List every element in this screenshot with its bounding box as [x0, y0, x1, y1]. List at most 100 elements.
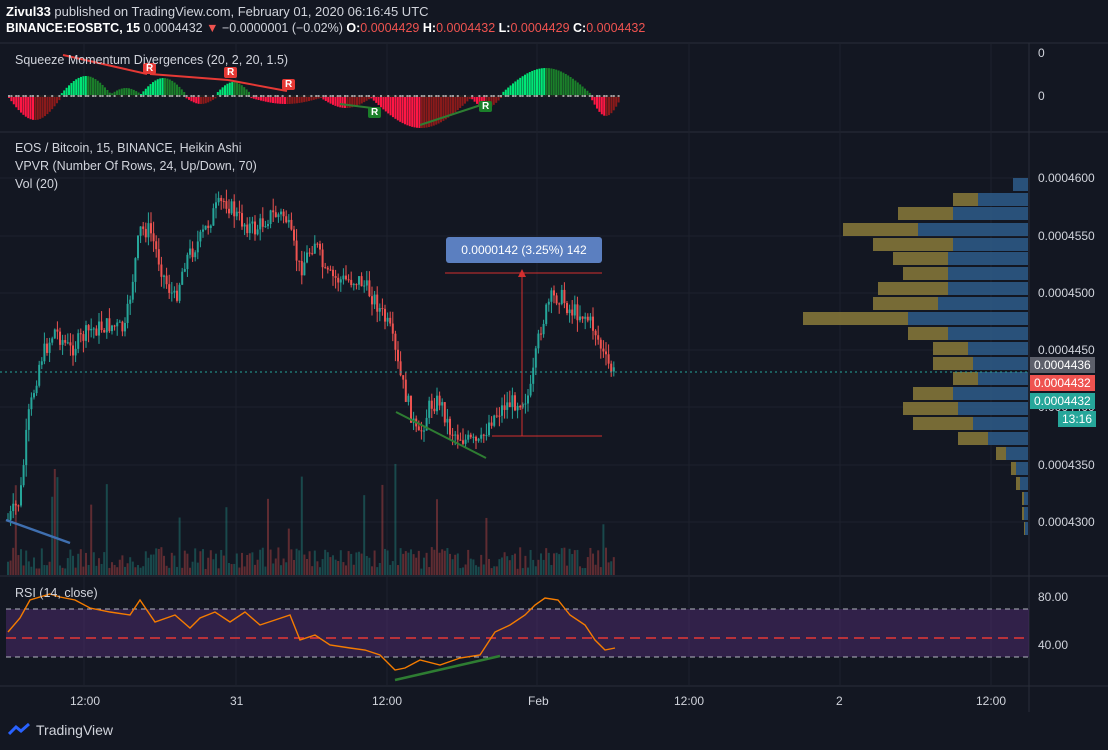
- squeeze-dot: [480, 95, 483, 97]
- volume-bar: [131, 561, 134, 575]
- bearish-marker-icon[interactable]: R: [224, 67, 238, 78]
- time-tick: 12:00: [70, 694, 101, 708]
- squeeze-bar: [524, 74, 526, 96]
- volume-bar: [610, 561, 613, 575]
- candle-body: [459, 439, 462, 441]
- candle-body: [420, 430, 423, 432]
- squeeze-dot: [500, 95, 502, 97]
- squeeze-dot: [281, 95, 284, 97]
- volume-bar: [173, 555, 176, 575]
- squeeze-bar: [84, 76, 87, 96]
- squeeze-dot: [274, 95, 277, 97]
- vpvr-row-up: [953, 387, 1028, 400]
- squeeze-bar: [190, 96, 193, 102]
- bearish-marker-icon[interactable]: R: [143, 63, 157, 74]
- measure-tool[interactable]: [445, 237, 602, 437]
- squeeze-bar: [125, 88, 128, 96]
- main-title[interactable]: EOS / Bitcoin, 15, BINANCE, Heikin Ashi: [15, 141, 242, 155]
- squeeze-bar: [358, 96, 361, 105]
- squeeze-dot: [144, 95, 147, 97]
- squeeze-dot: [262, 95, 265, 97]
- candle-body: [485, 435, 488, 437]
- candle-body: [586, 316, 589, 321]
- volume-bar: [220, 550, 223, 575]
- candle-body: [272, 210, 275, 213]
- bullish-marker-icon[interactable]: R: [479, 101, 493, 112]
- squeeze-dot: [94, 95, 97, 97]
- volume-bar: [248, 553, 251, 575]
- candle-body: [53, 329, 56, 339]
- symbol-label[interactable]: BINANCE:EOSBTC, 15: [6, 21, 141, 35]
- candle-body: [118, 321, 121, 323]
- candle-body: [446, 418, 449, 423]
- candle-body: [215, 202, 217, 209]
- volume-bar: [337, 561, 340, 575]
- squeeze-dot: [389, 95, 392, 97]
- volume-bar: [280, 565, 282, 575]
- squeeze-dot: [418, 95, 421, 97]
- squeeze-bar: [428, 96, 430, 128]
- candle-body: [579, 316, 581, 321]
- candle-body: [594, 330, 597, 336]
- volume-bar: [324, 549, 327, 575]
- vpvr-legend[interactable]: VPVR (Number Of Rows, 24, Up/Down, 70): [15, 159, 257, 173]
- squeeze-dot: [370, 95, 373, 97]
- candle-body: [532, 367, 535, 384]
- candle-body: [17, 505, 20, 507]
- candle-body: [35, 385, 38, 394]
- vpvr-row-up: [1013, 178, 1028, 191]
- rsi-title[interactable]: RSI (14, close): [15, 586, 98, 600]
- candle-body: [516, 405, 519, 411]
- trend-line[interactable]: [5, 518, 71, 545]
- candle-body: [142, 226, 145, 229]
- squeeze-dot: [569, 95, 572, 97]
- squeeze-bar: [228, 82, 231, 96]
- squeeze-dot: [471, 95, 474, 97]
- volume-bar: [485, 517, 488, 575]
- squeeze-bar: [255, 96, 258, 100]
- squeeze-bar: [339, 96, 342, 108]
- brand-footer[interactable]: TradingView: [8, 722, 113, 738]
- squeeze-dot: [75, 95, 78, 97]
- candle-body: [51, 338, 54, 343]
- squeeze-title[interactable]: Squeeze Momentum Divergences (20, 2, 20,…: [15, 53, 289, 67]
- squeeze-dot: [492, 95, 495, 97]
- squeeze-axis-top: 0: [1038, 46, 1045, 60]
- price-tick: 0.0004350: [1038, 458, 1095, 472]
- volume-bar: [446, 548, 449, 575]
- volume-bar: [391, 561, 394, 575]
- volume-bar: [287, 528, 290, 575]
- candle-body: [85, 325, 87, 341]
- author-name[interactable]: Zivul33: [6, 4, 51, 19]
- volume-bar: [423, 557, 425, 575]
- bearish-marker-icon[interactable]: R: [282, 79, 296, 90]
- squeeze-bar: [185, 96, 188, 99]
- squeeze-dot: [10, 95, 13, 97]
- volume-bar: [584, 568, 587, 575]
- volume-bar: [553, 553, 555, 575]
- candle-body: [69, 342, 72, 346]
- candle-body: [72, 345, 74, 356]
- squeeze-dot: [612, 95, 615, 97]
- squeeze-dot: [36, 95, 39, 97]
- rsi-divergence-line[interactable]: [394, 654, 501, 682]
- candle-body: [384, 308, 386, 322]
- candle-body: [105, 318, 108, 333]
- price-tick: 0.0004550: [1038, 229, 1095, 243]
- squeeze-dot: [408, 95, 411, 97]
- squeeze-bar: [603, 96, 606, 116]
- volume-bar: [85, 552, 87, 575]
- divergence-line[interactable]: [395, 411, 487, 459]
- bullish-marker-icon[interactable]: R: [368, 107, 382, 118]
- volume-bar: [165, 565, 168, 575]
- squeeze-dot: [80, 95, 82, 97]
- volume-bar: [30, 566, 33, 575]
- volume-bar: [137, 565, 139, 575]
- candle-body: [79, 333, 82, 335]
- volume-legend[interactable]: Vol (20): [15, 177, 59, 191]
- squeeze-dot: [591, 95, 594, 97]
- squeeze-dot: [24, 95, 27, 97]
- squeeze-dot: [420, 95, 423, 97]
